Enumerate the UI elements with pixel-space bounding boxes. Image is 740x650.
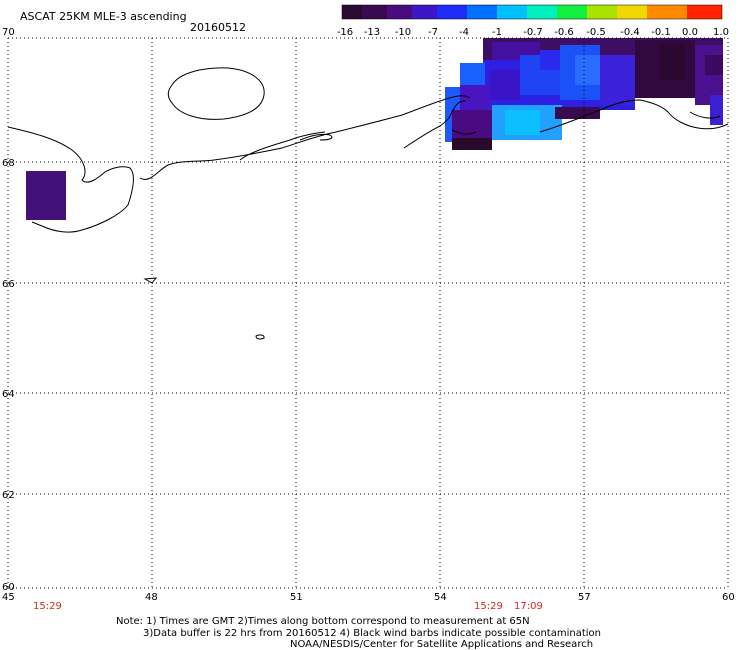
colorbar-swatch-6	[467, 5, 497, 19]
colorbar-swatch-8	[527, 5, 557, 19]
footnote-line-2: 3)Data buffer is 22 hrs from 20160512 4)…	[143, 628, 601, 639]
swath-cell	[600, 55, 635, 105]
lon-label: 54	[434, 592, 447, 603]
latitude-labels: 70 68 66 64 62 60	[2, 27, 15, 593]
colorbar-swatch-3	[387, 5, 412, 19]
lat-label: 60	[2, 582, 15, 593]
lon-label: 60	[722, 592, 735, 603]
colorbar-tick-2: -13	[364, 27, 380, 38]
lat-label: 66	[2, 279, 15, 290]
footnotes: Note: 1) Times are GMT 2)Times along bot…	[116, 616, 601, 650]
swath-cell	[540, 50, 564, 70]
colorbar-tick-3: -10	[395, 27, 411, 38]
colorbar-tick-8: -0.6	[554, 27, 574, 38]
swath-cell	[660, 45, 685, 80]
colorbar-swatch-4	[412, 5, 437, 19]
pass-times: 15:29 15:29 17:09	[33, 601, 543, 612]
colorbar-tick-7: -0.7	[523, 27, 543, 38]
colorbar-tick-6: -1	[492, 27, 502, 38]
mainland-coast	[7, 95, 471, 233]
colorbar-swatch-9	[557, 5, 587, 19]
lat-label: 64	[2, 389, 15, 400]
colorbar-tick-10: -0.4	[620, 27, 640, 38]
coastlines	[7, 67, 729, 340]
swath-cell	[555, 107, 600, 119]
swath-cell	[460, 63, 485, 88]
swath-cell	[26, 171, 66, 220]
novaya-zemlya-coast	[403, 99, 729, 149]
longitude-labels: 45 48 51 54 57 60	[2, 592, 735, 603]
graticule	[7, 37, 729, 589]
colorbar-tick-13: 1.0	[713, 27, 729, 38]
footnote-line-3: NOAA/NESDIS/Center for Satellite Applica…	[290, 639, 593, 650]
lon-label: 51	[290, 592, 303, 603]
small-island-2	[255, 334, 265, 340]
pass-time: 15:29	[474, 601, 503, 612]
swath-cell	[490, 70, 520, 100]
swath-cell	[710, 95, 723, 125]
colorbar-swatch-13	[687, 5, 722, 19]
colorbar-swatch-10	[587, 5, 617, 19]
colorbar-swatch-11	[617, 5, 647, 19]
colorbar-swatch-2	[362, 5, 387, 19]
colorbar-swatch-12	[647, 5, 687, 19]
colorbar-tick-4: -7	[428, 27, 438, 38]
swath-cell	[452, 138, 492, 150]
map-date: 20160512	[190, 21, 246, 34]
colorbar-tick-11: -0.1	[651, 27, 671, 38]
lat-label: 62	[2, 490, 15, 501]
lon-label: 57	[578, 592, 591, 603]
kolguev-island	[167, 67, 265, 120]
swath-cell	[505, 110, 540, 135]
footnote-line-1: Note: 1) Times are GMT 2)Times along bot…	[116, 616, 530, 627]
lon-label: 48	[145, 592, 158, 603]
colorbar-swatch-5	[437, 5, 467, 19]
pass-time: 17:09	[514, 601, 543, 612]
lat-label: 70	[2, 27, 15, 38]
lon-label: 45	[2, 592, 15, 603]
colorbar: -16 -13 -10 -7 -4 -1 -0.7 -0.6 -0.5 -0.4…	[337, 4, 729, 38]
colorbar-tick-5: -4	[459, 27, 469, 38]
colorbar-tick-12: 0.0	[682, 27, 698, 38]
colorbar-tick-1: -16	[337, 27, 353, 38]
swath-cell	[452, 110, 492, 140]
colorbar-swatch-7	[497, 5, 527, 19]
map-title: ASCAT 25KM MLE-3 ascending	[20, 10, 187, 23]
small-island-1	[143, 277, 158, 284]
wind-data-swath	[26, 38, 723, 220]
lat-label: 68	[2, 158, 15, 169]
colorbar-tick-9: -0.5	[586, 27, 606, 38]
colorbar-frame	[341, 4, 723, 20]
swath-cell	[705, 55, 723, 75]
colorbar-swatch-1	[342, 5, 362, 19]
pass-time: 15:29	[33, 601, 62, 612]
